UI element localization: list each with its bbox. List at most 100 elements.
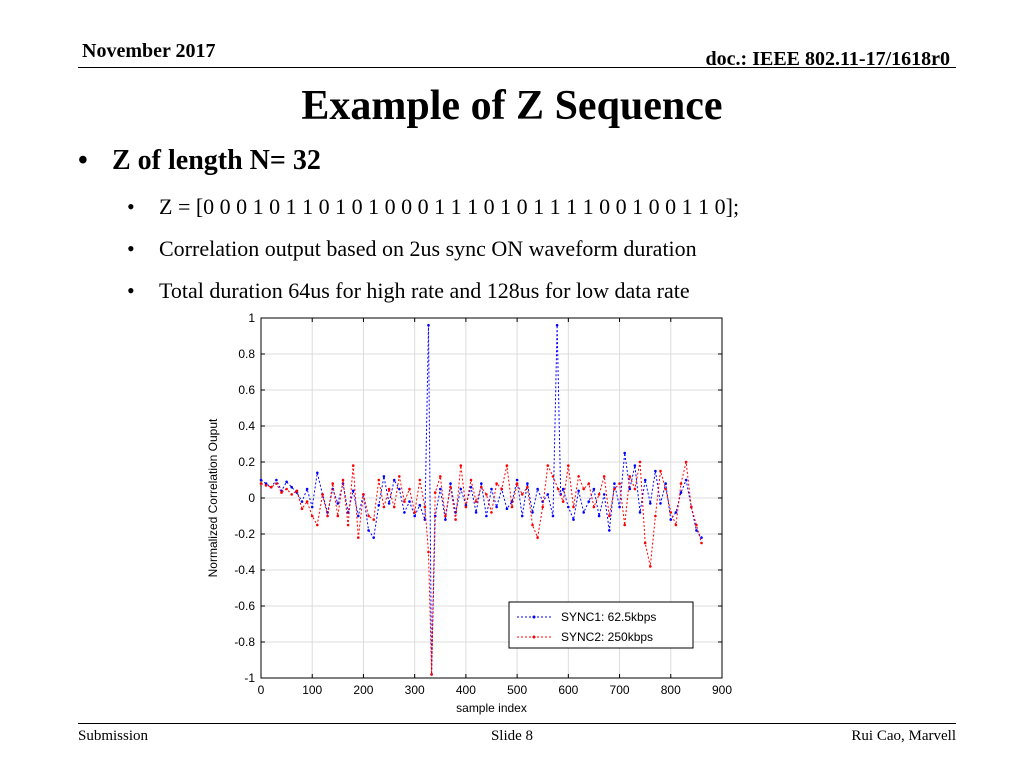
data-point bbox=[403, 500, 406, 503]
data-point bbox=[485, 493, 488, 496]
data-point bbox=[430, 673, 433, 676]
data-point bbox=[469, 478, 473, 482]
data-point bbox=[674, 511, 678, 514]
data-point bbox=[700, 541, 703, 545]
data-point bbox=[403, 511, 406, 514]
data-point bbox=[490, 511, 493, 514]
data-point bbox=[695, 529, 698, 532]
data-point bbox=[433, 491, 437, 494]
data-point bbox=[531, 523, 534, 527]
x-tick-label: 900 bbox=[712, 683, 732, 697]
data-point bbox=[628, 475, 632, 478]
data-point bbox=[582, 511, 585, 514]
footer-slide-number: Slide 8 bbox=[490, 728, 534, 744]
data-point bbox=[536, 487, 539, 491]
data-point bbox=[664, 487, 667, 491]
bullet-dot: • bbox=[127, 236, 135, 261]
data-point bbox=[449, 482, 452, 485]
data-point bbox=[357, 514, 360, 518]
data-point bbox=[485, 514, 488, 518]
data-point bbox=[326, 514, 329, 518]
data-point bbox=[695, 523, 698, 527]
data-point bbox=[427, 323, 430, 327]
header-doc-id: doc.: IEEE 802.11-17/1618r0 bbox=[705, 48, 950, 70]
data-point bbox=[638, 460, 642, 464]
data-point bbox=[577, 475, 580, 478]
data-point bbox=[423, 505, 427, 509]
data-point bbox=[418, 478, 422, 482]
data-point bbox=[690, 505, 693, 509]
data-point bbox=[377, 503, 381, 507]
data-point bbox=[602, 493, 606, 496]
data-point bbox=[269, 485, 273, 489]
footer-submission: Submission bbox=[78, 728, 149, 744]
data-point bbox=[505, 464, 509, 467]
data-point bbox=[618, 505, 621, 509]
data-point bbox=[572, 518, 575, 521]
data-point bbox=[464, 505, 468, 509]
data-point bbox=[587, 500, 591, 503]
data-point bbox=[510, 505, 514, 509]
data-point bbox=[592, 505, 596, 509]
data-point bbox=[259, 478, 263, 482]
y-tick-label: 0.6 bbox=[238, 383, 255, 397]
data-point bbox=[664, 482, 667, 485]
y-tick-label: 0.2 bbox=[238, 455, 255, 469]
sub-bullet-text: Z = [0 0 0 1 0 1 1 0 1 0 1 0 0 0 1 1 1 0… bbox=[159, 194, 740, 219]
data-point bbox=[275, 482, 278, 485]
data-point bbox=[500, 487, 504, 491]
data-point bbox=[331, 482, 334, 485]
data-point bbox=[602, 475, 606, 478]
data-point bbox=[392, 505, 396, 509]
bullet-main: • Z of length N= 32 bbox=[78, 145, 321, 177]
data-point bbox=[280, 491, 283, 494]
data-point bbox=[520, 493, 524, 496]
data-point bbox=[459, 464, 463, 467]
data-point bbox=[321, 493, 324, 496]
data-point bbox=[295, 489, 299, 493]
data-point bbox=[305, 500, 309, 503]
data-point bbox=[669, 511, 673, 514]
data-point bbox=[515, 482, 519, 485]
data-point bbox=[418, 503, 422, 507]
data-point bbox=[556, 487, 560, 491]
data-point bbox=[387, 502, 391, 505]
data-point bbox=[413, 514, 416, 518]
y-tick-label: 1 bbox=[248, 311, 255, 325]
data-point bbox=[427, 550, 430, 554]
data-point bbox=[679, 491, 683, 494]
data-point bbox=[372, 536, 375, 539]
data-point bbox=[551, 475, 555, 478]
data-point bbox=[659, 502, 662, 505]
x-tick-label: 200 bbox=[353, 683, 373, 697]
bullet-main-text: Z of length N= 32 bbox=[112, 145, 321, 176]
bullet-dot: • bbox=[127, 278, 135, 303]
data-point bbox=[597, 514, 601, 518]
y-tick-label: -0.4 bbox=[234, 563, 255, 577]
data-point bbox=[305, 487, 309, 491]
y-tick-label: -0.8 bbox=[234, 635, 255, 649]
data-point bbox=[654, 469, 657, 473]
data-point bbox=[336, 514, 340, 518]
data-point bbox=[495, 482, 498, 485]
data-point bbox=[536, 536, 539, 539]
sub-bullet-text: Total duration 64us for high rate and 12… bbox=[159, 278, 690, 303]
legend-label: SYNC2: 250kbps bbox=[561, 630, 653, 644]
data-point bbox=[638, 511, 642, 514]
slide-title: Example of Z Sequence bbox=[301, 83, 723, 129]
data-point bbox=[480, 485, 483, 489]
data-point bbox=[633, 487, 637, 491]
bullet-dot: • bbox=[127, 194, 135, 219]
data-point bbox=[439, 475, 442, 478]
sub-bullet-sequence: • Z = [0 0 0 1 0 1 1 0 1 0 1 0 0 0 1 1 1 … bbox=[127, 194, 739, 220]
data-point bbox=[520, 514, 524, 518]
data-point bbox=[372, 518, 375, 521]
x-tick-label: 500 bbox=[507, 683, 527, 697]
data-point bbox=[684, 478, 688, 482]
data-point bbox=[623, 451, 626, 455]
data-point bbox=[633, 464, 637, 467]
data-point bbox=[357, 536, 360, 539]
data-point bbox=[582, 487, 585, 491]
data-point bbox=[541, 505, 544, 509]
x-tick-label: 400 bbox=[456, 683, 476, 697]
